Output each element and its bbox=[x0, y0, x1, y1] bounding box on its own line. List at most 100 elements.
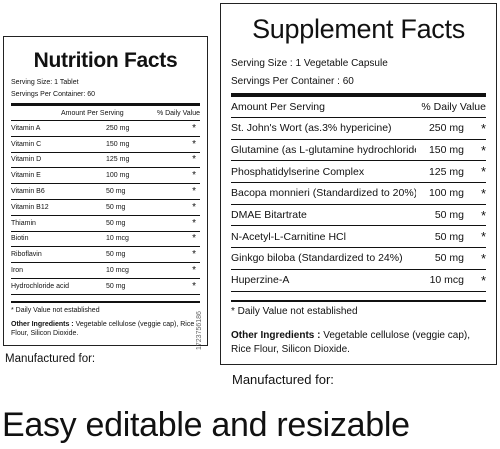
nutrition-row: Vitamin B6 50 mg * bbox=[11, 184, 200, 200]
supplement-row: Huperzine-A 10 mcg * bbox=[231, 270, 486, 292]
nutrition-ingredients-text: Vegetable cellulose (veggie cap), Rice F… bbox=[11, 320, 195, 337]
nutrition-row-name: Vitamin C bbox=[11, 140, 42, 148]
supplement-row: Ginkgo biloba (Standardized to 24%) 50 mg… bbox=[231, 248, 486, 270]
supplement-facts-panel: Supplement Facts Serving Size : 1 Vegeta… bbox=[220, 3, 497, 365]
supplement-row-amount: 50 mg bbox=[434, 252, 464, 265]
nutrition-row-name: Vitamin B6 bbox=[11, 188, 45, 196]
nutrition-row-amount: 100 mg bbox=[106, 172, 130, 180]
nutrition-row-dv-asterisk: * bbox=[192, 217, 196, 229]
nutrition-servings-per-container: Servings Per Container: 60 bbox=[11, 91, 96, 98]
nutrition-header-amount: Amount Per Serving bbox=[61, 109, 124, 117]
supplement-header-amount: Amount Per Serving bbox=[231, 101, 325, 113]
supplement-row-dv-asterisk: * bbox=[480, 120, 486, 136]
supplement-row-amount: 250 mg bbox=[428, 122, 464, 135]
nutrition-row-dv-asterisk: * bbox=[192, 170, 196, 182]
supplement-row-name: DMAE Bitartrate bbox=[231, 209, 307, 222]
stock-watermark-id: 1723756186 bbox=[196, 311, 203, 350]
supplement-row-name: N-Acetyl-L-Carnitine HCl bbox=[231, 230, 346, 243]
nutrition-row-dv-asterisk: * bbox=[192, 265, 196, 277]
nutrition-row-amount: 50 mg bbox=[106, 203, 126, 211]
nutrition-row-dv-asterisk: * bbox=[192, 201, 196, 213]
supplement-row-amount: 150 mg bbox=[428, 144, 464, 157]
supplement-servings-per-container: Servings Per Container : 60 bbox=[231, 76, 354, 87]
nutrition-serving-size: Serving Size: 1 Tablet bbox=[11, 79, 79, 86]
supplement-row: Bacopa monnieri (Standardized to 20%) 100… bbox=[231, 183, 486, 205]
nutrition-row-name: Iron bbox=[11, 267, 24, 275]
nutrition-row: Vitamin D 125 mg * bbox=[11, 153, 200, 169]
supplement-row-amount: 100 mg bbox=[428, 187, 464, 200]
supplement-row-name: Glutamine (as L-glutamine hydrochloride bbox=[231, 144, 416, 157]
nutrition-header-dv: % Daily Value bbox=[156, 109, 200, 117]
nutrition-row-name: Hydrochloride acid bbox=[11, 282, 69, 290]
nutrition-row-amount: 50 mg bbox=[106, 188, 126, 196]
nutrition-ingredients-label: Other Ingredients : bbox=[11, 320, 74, 328]
nutrition-row-amount: 10 mcg bbox=[106, 267, 129, 275]
nutrition-row: Iron 10 mcg * bbox=[11, 263, 200, 279]
nutrition-row-amount: 125 mg bbox=[106, 156, 130, 164]
manufactured-for-right: Manufactured for: bbox=[232, 372, 334, 387]
nutrition-row: Riboflavin 50 mg * bbox=[11, 247, 200, 264]
supplement-ingredients: Other Ingredients : Vegetable cellulose … bbox=[231, 329, 486, 357]
supplement-row-amount: 50 mg bbox=[434, 209, 464, 222]
nutrition-row: Thiamin 50 mg * bbox=[11, 216, 200, 232]
supplement-row: DMAE Bitartrate 50 mg * bbox=[231, 205, 486, 227]
nutrition-row-amount: 50 mg bbox=[106, 251, 126, 259]
nutrition-row-name: Vitamin D bbox=[11, 156, 42, 164]
nutrition-thick-divider bbox=[11, 103, 200, 106]
supplement-title: Supplement Facts bbox=[252, 14, 465, 44]
nutrition-row-amount: 50 mg bbox=[106, 282, 126, 290]
nutrition-row-name: Vitamin E bbox=[11, 172, 41, 180]
supplement-header-dv: % Daily Value bbox=[421, 101, 486, 113]
nutrition-footnote: * Daily Value not established bbox=[11, 300, 200, 314]
supplement-rows: St. John's Wort (as.3% hypericine) 250 mg… bbox=[231, 118, 486, 292]
supplement-row-amount: 50 mg bbox=[434, 230, 464, 243]
supplement-row-dv-asterisk: * bbox=[480, 272, 486, 288]
nutrition-title: Nutrition Facts bbox=[33, 49, 178, 72]
supplement-row: Phosphatidylserine Complex 125 mg * bbox=[231, 161, 486, 184]
supplement-row-amount: 10 mcg bbox=[429, 274, 464, 287]
supplement-serving-size: Serving Size : 1 Vegetable Capsule bbox=[231, 58, 388, 69]
nutrition-row-dv-asterisk: * bbox=[192, 186, 196, 198]
nutrition-row-name: Vitamin A bbox=[11, 124, 41, 132]
nutrition-row: Vitamin B12 50 mg * bbox=[11, 200, 200, 216]
supplement-row-name: Huperzine-A bbox=[231, 274, 290, 287]
supplement-row-amount: 125 mg bbox=[428, 165, 464, 178]
nutrition-row-amount: 50 mg bbox=[106, 219, 126, 227]
nutrition-row: Vitamin A 250 mg * bbox=[11, 121, 200, 137]
supplement-ingredients-text: Vegetable cellulose (veggie cap), Rice F… bbox=[231, 329, 470, 355]
supplement-row-dv-asterisk: * bbox=[480, 142, 486, 158]
nutrition-row: Biotin 10 mcg * bbox=[11, 232, 200, 248]
supplement-row-dv-asterisk: * bbox=[480, 207, 486, 223]
nutrition-row-amount: 250 mg bbox=[106, 124, 130, 132]
nutrition-row-dv-asterisk: * bbox=[192, 233, 196, 245]
supplement-row-dv-asterisk: * bbox=[480, 229, 486, 245]
nutrition-row-name: Biotin bbox=[11, 235, 29, 243]
supplement-row-name: Phosphatidylserine Complex bbox=[231, 165, 365, 178]
supplement-row-name: St. John's Wort (as.3% hypericine) bbox=[231, 122, 392, 135]
nutrition-row-amount: 10 mcg bbox=[106, 235, 129, 243]
nutrition-row-dv-asterisk: * bbox=[192, 122, 196, 134]
supplement-thick-divider bbox=[231, 93, 486, 97]
nutrition-row-name: Vitamin B12 bbox=[11, 203, 49, 211]
supplement-column-header: Amount Per Serving % Daily Value bbox=[231, 97, 486, 118]
nutrition-row-name: Thiamin bbox=[11, 219, 36, 227]
supplement-row-name: Bacopa monnieri (Standardized to 20%) bbox=[231, 187, 416, 200]
nutrition-row: Vitamin E 100 mg * bbox=[11, 168, 200, 185]
nutrition-column-header: Amount Per Serving % Daily Value bbox=[11, 106, 200, 121]
supplement-row: St. John's Wort (as.3% hypericine) 250 mg… bbox=[231, 118, 486, 140]
stock-watermark: 1723756186 bbox=[196, 200, 206, 360]
nutrition-ingredients: Other Ingredients : Vegetable cellulose … bbox=[11, 320, 200, 338]
supplement-row-dv-asterisk: * bbox=[480, 250, 486, 266]
supplement-row: Glutamine (as L-glutamine hydrochloride 1… bbox=[231, 140, 486, 162]
nutrition-row: Vitamin C 150 mg * bbox=[11, 137, 200, 153]
nutrition-row-dv-asterisk: * bbox=[192, 280, 196, 292]
nutrition-row-dv-asterisk: * bbox=[192, 249, 196, 261]
tagline: Easy editable and resizable bbox=[2, 406, 410, 444]
supplement-row-dv-asterisk: * bbox=[480, 185, 486, 201]
supplement-row-dv-asterisk: * bbox=[480, 164, 486, 180]
nutrition-rows: Vitamin A 250 mg * Vitamin C 150 mg * Vitamin … bbox=[11, 121, 200, 295]
nutrition-row-name: Riboflavin bbox=[11, 251, 42, 259]
nutrition-row-dv-asterisk: * bbox=[192, 154, 196, 166]
supplement-footnote: * Daily Value not established bbox=[231, 299, 486, 317]
nutrition-facts-panel: Nutrition Facts Serving Size: 1 Tablet S… bbox=[3, 36, 208, 346]
